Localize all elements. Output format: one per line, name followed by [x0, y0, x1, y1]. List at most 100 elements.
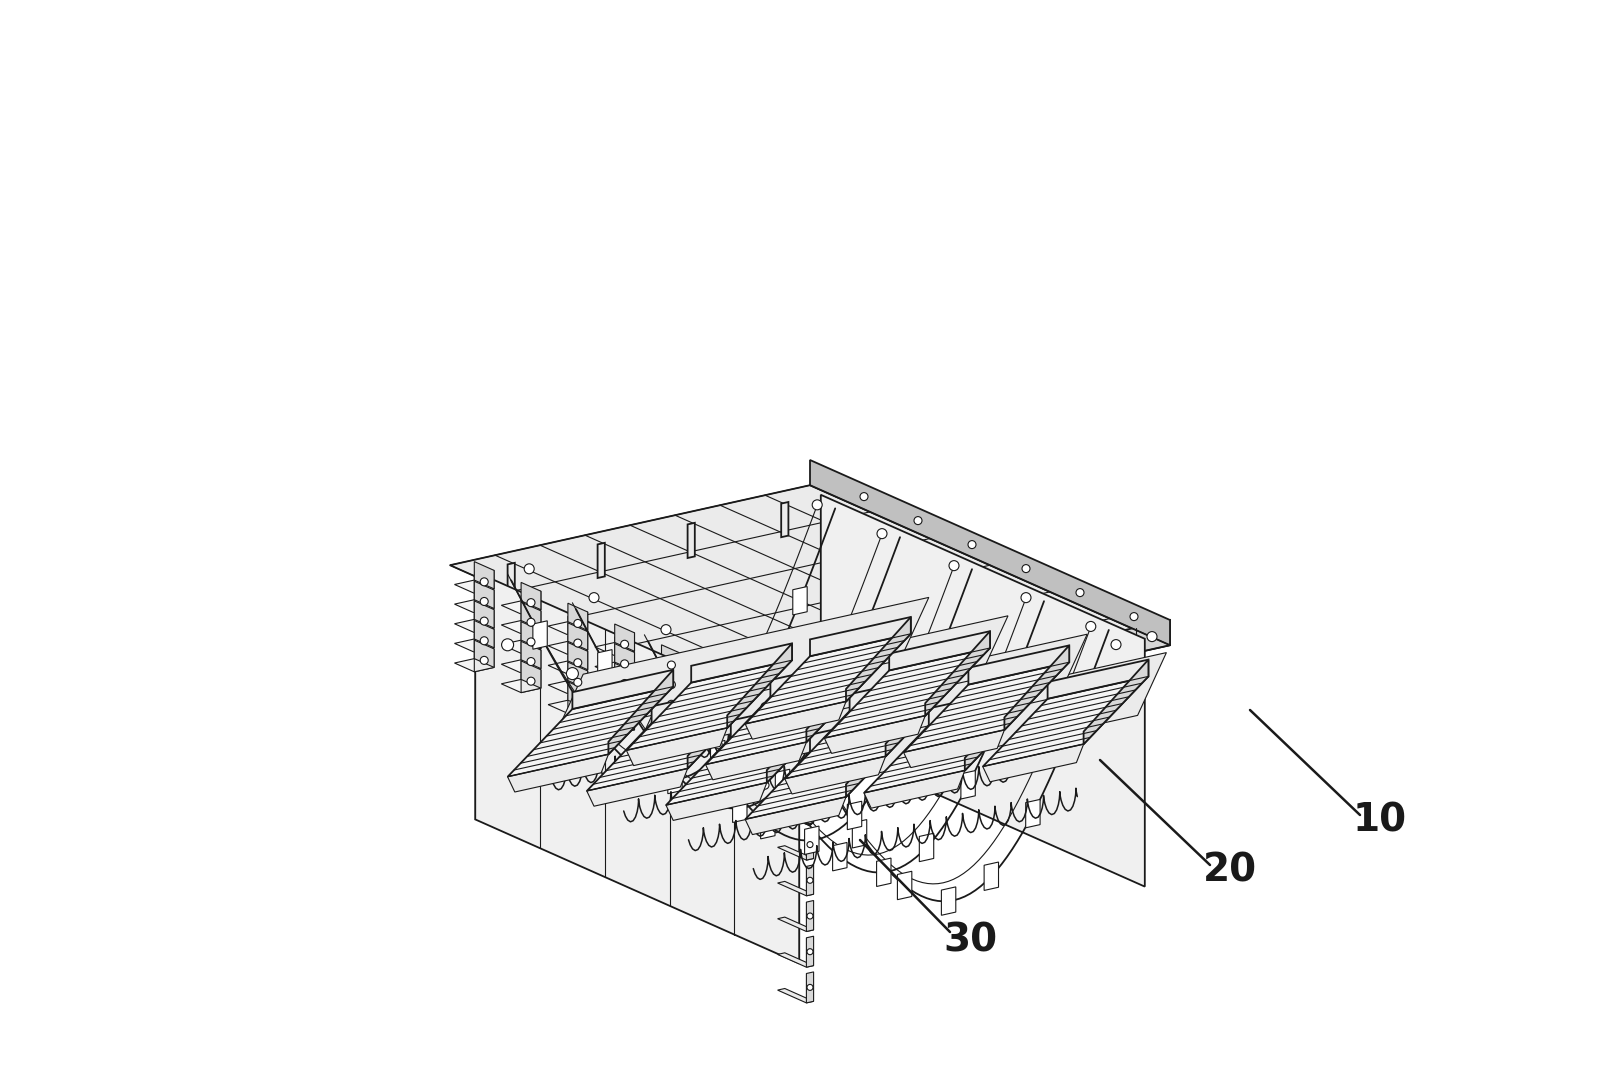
Polygon shape	[594, 701, 634, 715]
Polygon shape	[920, 833, 934, 862]
Polygon shape	[745, 634, 912, 724]
Circle shape	[527, 599, 535, 607]
Polygon shape	[708, 705, 727, 732]
Circle shape	[734, 656, 743, 667]
Polygon shape	[668, 765, 682, 794]
Circle shape	[574, 620, 582, 627]
Polygon shape	[777, 988, 814, 1003]
Polygon shape	[501, 621, 541, 634]
Circle shape	[527, 618, 535, 626]
Polygon shape	[755, 726, 775, 753]
Polygon shape	[904, 730, 1004, 767]
Polygon shape	[567, 690, 588, 714]
Circle shape	[1112, 639, 1121, 650]
Circle shape	[620, 699, 628, 707]
Polygon shape	[876, 858, 891, 887]
Polygon shape	[777, 810, 814, 825]
Circle shape	[761, 762, 769, 769]
Polygon shape	[476, 572, 799, 964]
Circle shape	[807, 949, 812, 955]
Polygon shape	[713, 634, 1088, 774]
Polygon shape	[755, 696, 775, 718]
Polygon shape	[708, 744, 727, 771]
Polygon shape	[788, 791, 803, 819]
Polygon shape	[804, 826, 819, 855]
Polygon shape	[615, 633, 634, 656]
Polygon shape	[777, 775, 814, 789]
Polygon shape	[521, 660, 541, 688]
Polygon shape	[863, 770, 964, 808]
Polygon shape	[586, 768, 687, 807]
Polygon shape	[662, 704, 681, 731]
Polygon shape	[521, 650, 541, 673]
Polygon shape	[735, 744, 775, 758]
Circle shape	[968, 541, 976, 548]
Polygon shape	[806, 864, 814, 896]
Polygon shape	[521, 610, 541, 634]
Text: 30: 30	[944, 921, 996, 959]
Polygon shape	[689, 779, 703, 807]
Polygon shape	[615, 712, 634, 734]
Circle shape	[481, 637, 489, 644]
Polygon shape	[761, 811, 775, 839]
Circle shape	[527, 678, 535, 685]
Circle shape	[807, 770, 812, 776]
Polygon shape	[474, 640, 493, 668]
Polygon shape	[731, 698, 831, 737]
Circle shape	[714, 761, 723, 768]
Polygon shape	[501, 680, 541, 692]
Polygon shape	[806, 758, 814, 789]
Polygon shape	[811, 713, 912, 751]
Polygon shape	[455, 580, 493, 593]
Polygon shape	[474, 590, 493, 612]
Polygon shape	[662, 723, 681, 750]
Polygon shape	[775, 769, 790, 798]
Polygon shape	[1001, 680, 1016, 707]
Circle shape	[761, 722, 769, 730]
Polygon shape	[521, 631, 541, 653]
Polygon shape	[662, 684, 681, 712]
Circle shape	[695, 726, 708, 737]
Circle shape	[574, 658, 582, 667]
Polygon shape	[634, 616, 1008, 755]
Circle shape	[620, 640, 628, 649]
Circle shape	[620, 719, 628, 727]
Polygon shape	[689, 743, 727, 757]
Polygon shape	[1048, 659, 1149, 699]
Polygon shape	[662, 665, 681, 691]
Polygon shape	[755, 754, 775, 777]
Circle shape	[668, 700, 676, 708]
Polygon shape	[755, 765, 775, 792]
Polygon shape	[642, 742, 681, 755]
Circle shape	[567, 668, 578, 680]
Polygon shape	[455, 619, 493, 633]
Polygon shape	[687, 684, 753, 768]
Polygon shape	[455, 658, 493, 672]
Circle shape	[761, 703, 769, 711]
Polygon shape	[929, 648, 944, 675]
Polygon shape	[548, 700, 588, 714]
Circle shape	[631, 697, 642, 708]
Polygon shape	[615, 664, 634, 690]
Polygon shape	[670, 682, 684, 710]
Circle shape	[1147, 632, 1157, 641]
Polygon shape	[852, 819, 867, 848]
Polygon shape	[567, 663, 588, 689]
Polygon shape	[825, 716, 926, 753]
Polygon shape	[785, 757, 886, 794]
Circle shape	[1020, 592, 1032, 603]
Polygon shape	[889, 738, 904, 767]
Polygon shape	[1105, 646, 1112, 681]
Polygon shape	[450, 485, 1169, 726]
Circle shape	[761, 754, 772, 766]
Polygon shape	[806, 901, 814, 931]
Circle shape	[714, 701, 723, 710]
Circle shape	[948, 560, 960, 571]
Circle shape	[501, 639, 514, 651]
Polygon shape	[771, 657, 871, 697]
Polygon shape	[689, 723, 727, 736]
Circle shape	[590, 592, 599, 603]
Circle shape	[620, 680, 628, 687]
Polygon shape	[708, 694, 727, 717]
Polygon shape	[689, 704, 727, 717]
